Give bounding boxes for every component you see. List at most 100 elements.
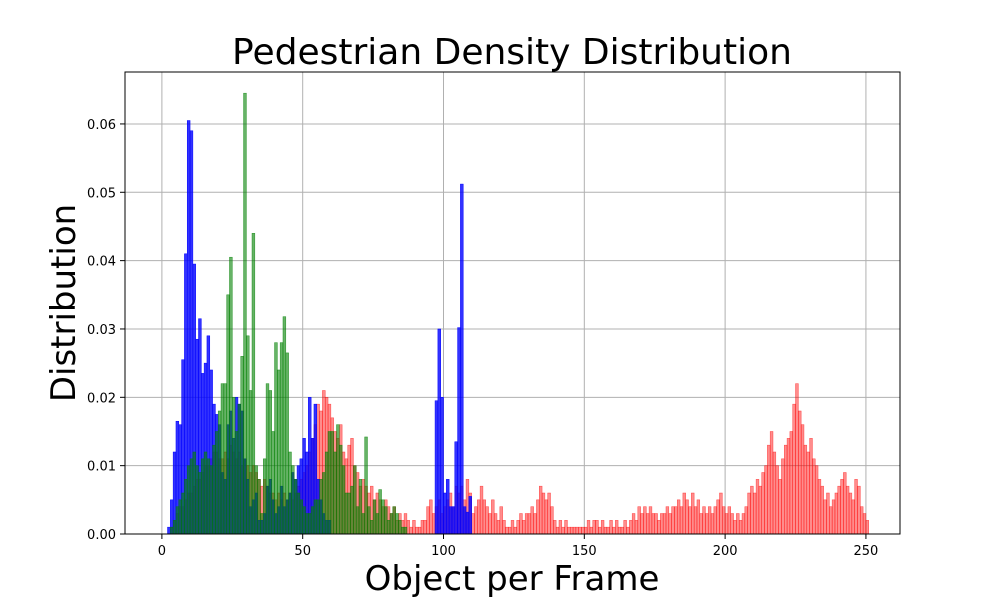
histogram-bar	[631, 513, 636, 535]
histogram-bar	[558, 520, 563, 535]
x-tick-label: 50	[294, 544, 311, 559]
histogram-bar	[451, 506, 456, 535]
histogram-bar	[865, 520, 869, 535]
histogram-bar	[730, 513, 734, 535]
histogram-bar	[226, 294, 230, 535]
histogram-bar	[553, 520, 557, 535]
histogram-bar	[767, 444, 771, 535]
histogram-bar	[358, 479, 363, 535]
histogram-bar	[237, 403, 241, 535]
histogram-bar	[384, 506, 388, 535]
histogram-bar	[848, 492, 853, 535]
histogram-bar	[409, 526, 413, 535]
histogram-bar	[308, 513, 312, 535]
histogram-bar	[446, 479, 450, 535]
histogram-bar	[274, 342, 278, 535]
histogram-bar	[285, 352, 289, 535]
histogram-bar	[584, 526, 588, 535]
histogram-bar	[347, 492, 351, 535]
histogram-bar	[646, 513, 650, 535]
histogram-bar	[688, 506, 692, 535]
histogram-bar	[350, 485, 354, 535]
histogram-bar	[789, 431, 793, 535]
histogram-bar	[296, 492, 301, 535]
histogram-bar	[203, 451, 208, 535]
x-tick-label: 100	[431, 544, 456, 559]
histogram-bar	[324, 451, 329, 535]
histogram-bar	[299, 499, 303, 535]
histogram-bar	[420, 520, 425, 535]
histogram-bar	[741, 513, 746, 535]
histogram-bar	[572, 526, 577, 535]
histogram-bar	[761, 472, 765, 535]
histogram-bar	[170, 526, 174, 535]
histogram-bar	[753, 492, 757, 535]
histogram-bar	[282, 316, 287, 535]
histogram-bar	[477, 499, 481, 535]
histogram-bar	[823, 499, 827, 535]
histogram-bar	[491, 499, 495, 535]
histogram-bar	[510, 520, 515, 535]
histogram-bar	[398, 520, 402, 535]
histogram-bar	[806, 451, 810, 535]
histogram-bar	[522, 520, 526, 535]
histogram-bar	[395, 513, 399, 535]
histogram-bar	[634, 520, 639, 535]
histogram-bar	[392, 506, 396, 535]
histogram-bar	[454, 441, 458, 535]
histogram-bar	[189, 458, 194, 535]
histogram-bar	[606, 526, 610, 535]
histogram-bar	[431, 513, 436, 535]
histogram-bar	[336, 424, 340, 535]
histogram-bar	[508, 526, 512, 535]
histogram-bar	[609, 520, 613, 535]
histogram-bar	[195, 465, 199, 535]
histogram-bar	[851, 499, 855, 535]
histogram-bar	[215, 431, 219, 535]
histogram-bar	[482, 499, 486, 535]
histogram-bar	[860, 506, 864, 535]
histogram-bar	[781, 458, 785, 535]
histogram-bar	[172, 520, 177, 535]
histogram-bar	[705, 513, 709, 535]
y-tick-label: 0.02	[87, 391, 116, 406]
x-tick-label: 250	[854, 544, 879, 559]
histogram-bar	[530, 506, 534, 535]
histogram-bar	[437, 328, 441, 535]
histogram-bar	[178, 499, 182, 535]
histogram-bar	[679, 506, 684, 535]
histogram-bar	[592, 520, 596, 535]
histogram-bar	[550, 506, 554, 535]
y-tick-label: 0.01	[87, 460, 116, 475]
histogram-bar	[361, 513, 365, 535]
histogram-bar	[302, 506, 306, 535]
histogram-bar	[293, 479, 298, 535]
y-tick-label: 0.03	[87, 323, 116, 338]
histogram-bar	[561, 526, 565, 535]
histogram-bar	[564, 520, 568, 535]
histogram-bar	[857, 485, 861, 535]
histogram-bar	[479, 485, 484, 535]
histogram-bar	[581, 526, 585, 535]
histogram-bar	[327, 431, 332, 535]
histogram-bar	[496, 520, 501, 535]
histogram-bar	[539, 485, 543, 535]
histogram-bar	[775, 465, 779, 535]
histogram-bar	[733, 520, 737, 535]
histogram-bar	[578, 526, 582, 535]
histogram-bar	[747, 492, 751, 535]
histogram-bar	[263, 458, 267, 535]
histogram-bar	[229, 256, 233, 535]
histogram-bar	[265, 383, 270, 535]
histogram-bar	[485, 506, 489, 535]
histogram-bar	[772, 451, 777, 535]
histogram-bar	[389, 513, 394, 535]
histogram-bar	[344, 492, 349, 535]
histogram-bar	[798, 410, 802, 535]
histogram-bar	[505, 526, 509, 535]
histogram-bar	[426, 506, 430, 535]
histogram-bar	[648, 506, 653, 535]
histogram-bar	[792, 403, 796, 535]
histogram-bar	[412, 520, 416, 535]
